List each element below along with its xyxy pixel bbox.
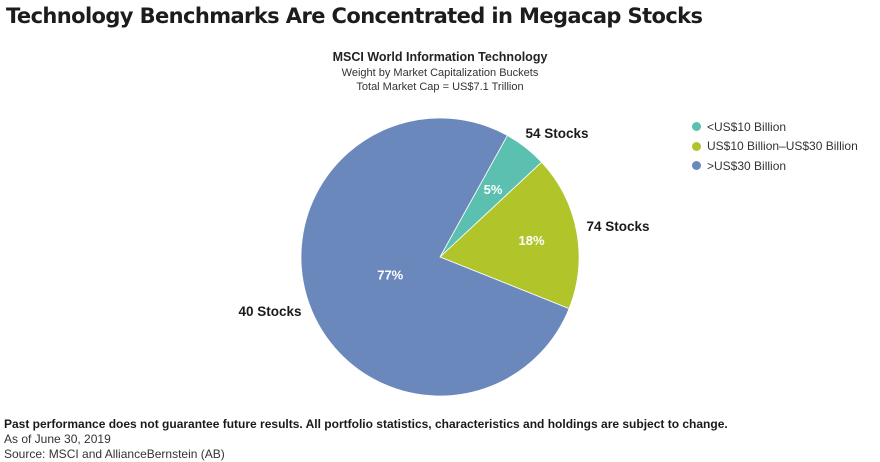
slice-percent-label: 5% xyxy=(484,182,503,197)
legend-label: US$10 Billion–US$30 Billion xyxy=(707,139,858,154)
disclaimer: Past performance does not guarantee futu… xyxy=(4,417,728,431)
as-of-date: As of June 30, 2019 xyxy=(4,432,111,446)
slice-stock-count-label: 74 Stocks xyxy=(586,219,649,234)
slice-stock-count-label: 54 Stocks xyxy=(525,126,588,141)
source-note: Source: MSCI and AllianceBernstein (AB) xyxy=(4,447,225,461)
chart-title: MSCI World Information Technology xyxy=(332,50,548,64)
pie-slice xyxy=(439,161,580,310)
legend-label: <US$10 Billion xyxy=(707,119,787,134)
legend-item: <US$10 Billion xyxy=(692,117,858,137)
page-title: Technology Benchmarks Are Concentrated i… xyxy=(6,4,703,28)
legend-item: >US$30 Billion xyxy=(692,156,858,176)
slice-percent-label: 18% xyxy=(519,233,545,248)
slice-stock-count-label: 40 Stocks xyxy=(238,304,301,319)
chart-subtitle: Weight by Market Capitalization Buckets xyxy=(341,67,539,79)
chart-subtitle-total: Total Market Cap = US$7.1 Trillion xyxy=(356,81,524,93)
legend: <US$10 Billion US$10 Billion–US$30 Billi… xyxy=(692,117,858,176)
legend-swatch xyxy=(692,122,701,132)
slice-percent-label: 77% xyxy=(377,268,403,283)
legend-label: >US$30 Billion xyxy=(707,158,787,173)
pie-slice xyxy=(300,117,570,397)
legend-swatch xyxy=(692,161,701,171)
legend-item: US$10 Billion–US$30 Billion xyxy=(692,137,858,157)
legend-swatch xyxy=(692,141,701,151)
